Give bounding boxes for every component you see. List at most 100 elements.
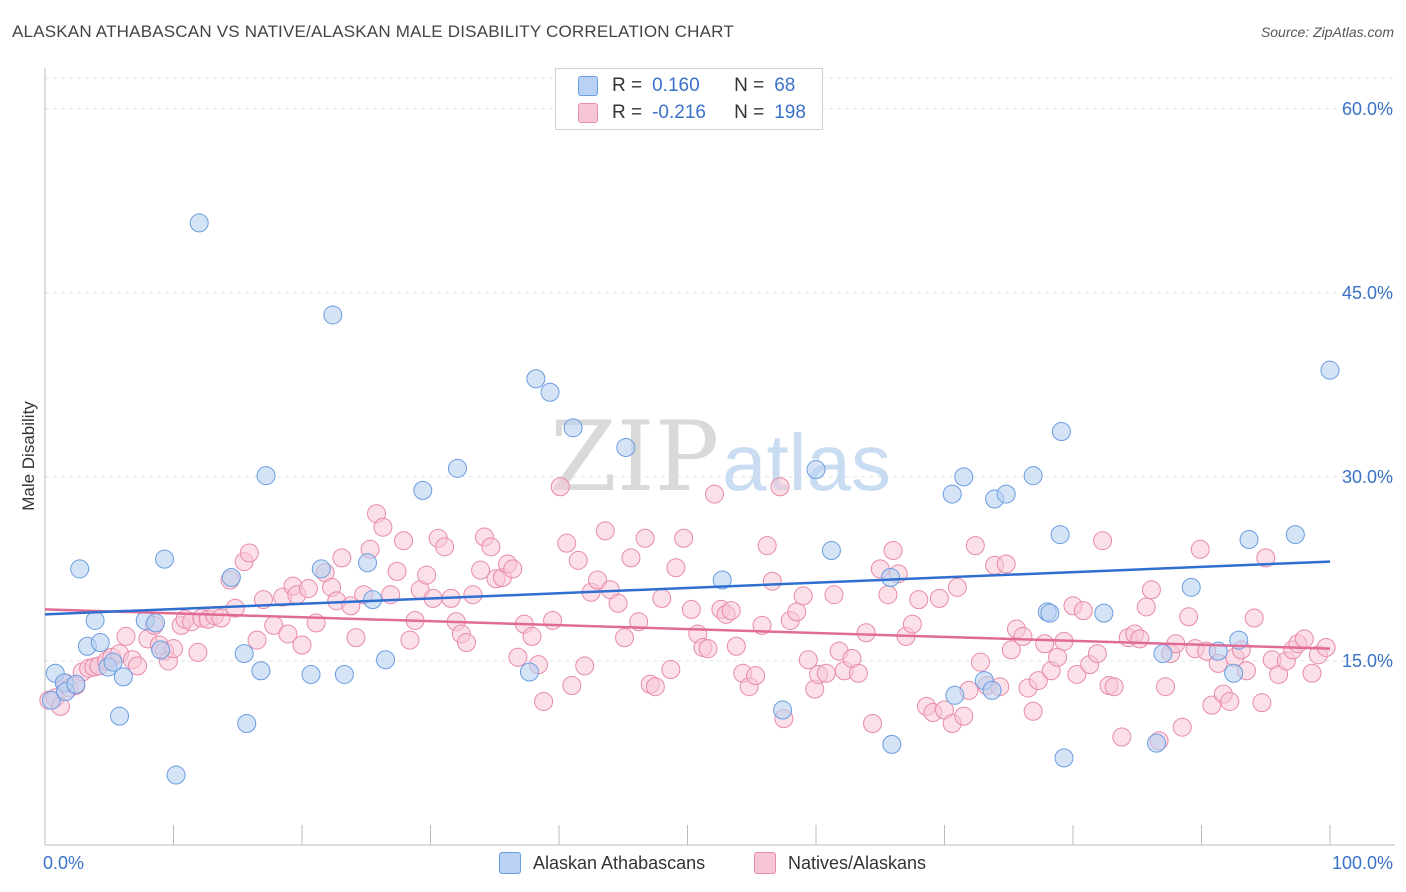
point-athabascan: [251, 661, 271, 681]
point-natives: [793, 586, 813, 606]
watermark-atlas: atlas: [722, 418, 891, 507]
legend-item-natives[interactable]: Natives/Alaskans: [754, 852, 926, 874]
point-natives: [1048, 647, 1068, 667]
point-natives: [947, 577, 967, 597]
y-axis-label: Male Disability: [19, 401, 38, 511]
point-natives: [1294, 629, 1314, 649]
point-athabascan: [563, 418, 583, 438]
point-natives: [1179, 607, 1199, 627]
point-natives: [726, 636, 746, 656]
point-natives: [746, 666, 766, 686]
point-natives: [954, 706, 974, 726]
point-athabascan: [166, 765, 186, 785]
point-natives: [1220, 691, 1240, 711]
point-natives: [557, 533, 577, 553]
point-natives: [798, 650, 818, 670]
point-natives: [970, 652, 990, 672]
point-natives: [394, 531, 414, 551]
point-athabascan: [234, 644, 254, 664]
axes: [44, 68, 1395, 846]
point-natives: [752, 615, 772, 635]
point-natives: [1028, 671, 1048, 691]
legend-item-athabascan[interactable]: Alaskan Athabascans: [499, 852, 705, 874]
point-natives: [1130, 629, 1150, 649]
point-athabascan: [881, 568, 901, 588]
point-natives: [400, 630, 420, 650]
point-natives: [1190, 539, 1210, 559]
point-natives: [239, 543, 259, 563]
point-natives: [225, 598, 245, 618]
point-athabascan: [773, 700, 793, 720]
trendlines: [44, 560, 1331, 650]
point-natives: [1172, 717, 1192, 737]
point-natives: [1141, 580, 1161, 600]
point-natives: [116, 626, 136, 646]
point-natives: [704, 484, 724, 504]
point-athabascan: [358, 553, 378, 573]
point-athabascan: [616, 437, 636, 457]
point-natives: [698, 639, 718, 659]
point-natives: [332, 548, 352, 568]
point-natives: [247, 630, 267, 650]
point-athabascan: [70, 559, 90, 579]
point-natives: [661, 660, 681, 680]
point-natives: [1035, 634, 1055, 654]
point-natives: [824, 585, 844, 605]
series-natives-points: [39, 477, 1336, 751]
tick-labels: 15.0% 30.0% 45.0% 60.0% 0.0% 100.0%: [43, 99, 1393, 873]
point-athabascan: [1320, 360, 1340, 380]
point-athabascan: [447, 458, 467, 478]
trendline-athabascan: [44, 560, 1331, 616]
point-athabascan: [1147, 733, 1167, 753]
series-legend: Alaskan Athabascans Natives/Alaskans: [0, 852, 1406, 878]
point-athabascan: [256, 466, 276, 486]
point-natives: [1112, 727, 1132, 747]
point-natives: [387, 561, 407, 581]
point-athabascan: [90, 633, 110, 653]
legend-n-value: 68: [774, 75, 796, 96]
point-natives: [503, 559, 523, 579]
point-athabascan: [954, 467, 974, 487]
point-natives: [1073, 601, 1093, 621]
point-athabascan: [1050, 525, 1070, 545]
point-natives: [1156, 677, 1176, 697]
point-natives: [575, 656, 595, 676]
point-natives: [562, 675, 582, 695]
point-natives: [883, 541, 903, 561]
point-natives: [635, 528, 655, 548]
point-natives: [1093, 531, 1113, 551]
legend-label-athabascan: Alaskan Athabascans: [533, 852, 706, 873]
point-natives: [588, 570, 608, 590]
legend-r-value: -0.216: [652, 102, 706, 123]
point-athabascan: [66, 674, 86, 694]
point-natives: [373, 517, 393, 537]
series-athabascan-points: [41, 213, 1340, 785]
point-natives: [435, 537, 455, 557]
point-natives: [1302, 663, 1322, 683]
point-natives: [1244, 608, 1264, 628]
point-natives: [1256, 548, 1276, 568]
point-natives: [568, 550, 588, 570]
source-label: Source: ZipAtlas.com: [1260, 24, 1394, 40]
point-athabascan: [221, 568, 241, 588]
point-athabascan: [821, 541, 841, 561]
legend-r-label: R =: [612, 75, 643, 96]
y-tick-label: 45.0%: [1342, 283, 1393, 303]
point-natives: [645, 677, 665, 697]
point-athabascan: [113, 667, 133, 687]
point-natives: [471, 560, 491, 580]
point-natives: [770, 477, 790, 497]
point-athabascan: [996, 484, 1016, 504]
point-athabascan: [1023, 466, 1043, 486]
point-natives: [508, 647, 528, 667]
x-tick-label: 0.0%: [43, 853, 84, 873]
point-natives: [1001, 640, 1021, 660]
point-natives: [816, 663, 836, 683]
trendline-natives: [44, 608, 1331, 650]
point-athabascan: [1094, 603, 1114, 623]
point-athabascan: [41, 690, 61, 710]
point-natives: [298, 579, 318, 599]
point-natives: [902, 614, 922, 634]
point-athabascan: [982, 680, 1002, 700]
